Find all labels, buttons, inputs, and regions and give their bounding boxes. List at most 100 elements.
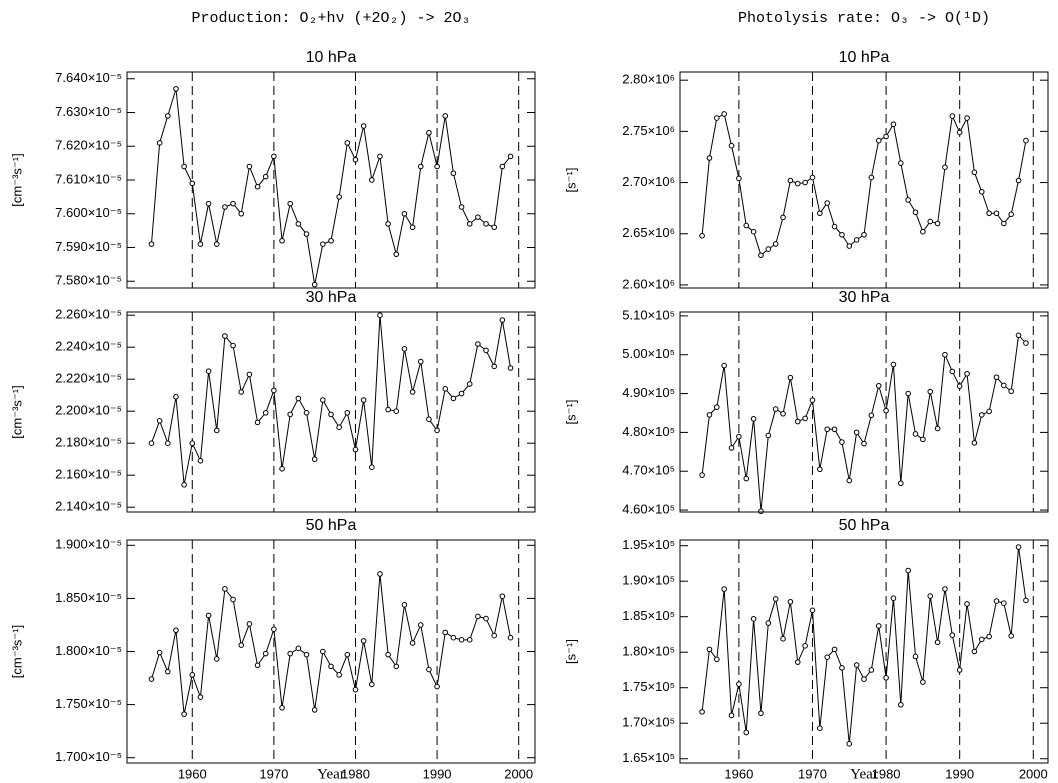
data-point: [311, 281, 318, 288]
x-tick-label: 2000: [1019, 766, 1048, 781]
panel-title: 50 hPa: [306, 517, 357, 534]
data-point: [352, 156, 359, 163]
data-point: [758, 252, 764, 259]
data-point: [743, 729, 750, 736]
data-point: [772, 241, 779, 247]
y-tick-label: 2.220×10⁻⁵: [55, 371, 122, 386]
data-point: [993, 374, 1000, 381]
data-point: [905, 390, 911, 397]
data-point: [868, 667, 875, 673]
data-point: [706, 412, 713, 418]
data-point: [846, 243, 853, 249]
data-point: [927, 593, 934, 599]
data-point: [736, 433, 742, 440]
data-point: [912, 431, 919, 437]
data-point: [222, 586, 228, 592]
data-point: [499, 163, 506, 170]
data-point: [809, 397, 816, 403]
data-point: [736, 681, 742, 687]
data-point: [328, 411, 334, 418]
data-point: [393, 251, 400, 258]
data-point: [385, 651, 391, 658]
data-point: [824, 200, 831, 206]
data-point: [964, 115, 970, 121]
data-point: [205, 200, 212, 207]
data-point: [401, 601, 408, 608]
column-title: Production: O₂+hν (+2O₂) -> 2O₃: [191, 10, 470, 27]
data-point: [875, 137, 882, 144]
x-tick-label: 1970: [259, 766, 288, 781]
data-point: [780, 410, 786, 417]
y-tick-label: 1.900×10⁻⁵: [55, 537, 122, 552]
column-title: Photolysis rate: O₃ -> O(¹D): [738, 10, 990, 27]
y-tick-label: 2.70×10⁶: [622, 174, 675, 189]
data-point: [1008, 388, 1015, 395]
data-point: [426, 416, 432, 423]
data-point: [507, 634, 514, 641]
data-point: [743, 475, 750, 482]
data-point: [262, 173, 269, 180]
data-point: [385, 221, 391, 227]
data-point: [853, 237, 860, 243]
data-point: [197, 241, 204, 247]
data-point: [868, 174, 875, 181]
data-point: [450, 170, 457, 177]
data-point: [360, 123, 367, 129]
data-point: [883, 133, 889, 140]
data-point: [295, 645, 302, 652]
data-point: [344, 140, 351, 146]
data-point: [377, 571, 383, 577]
data-point: [927, 388, 934, 395]
data-point: [699, 472, 705, 478]
data-point: [344, 410, 351, 416]
data-point: [295, 395, 302, 402]
y-tick-label: 1.80×10⁵: [622, 644, 675, 659]
data-point: [721, 111, 727, 117]
panel-title: 30 hPa: [839, 289, 890, 306]
data-point: [956, 129, 963, 136]
data-point: [262, 410, 269, 416]
data-point: [993, 598, 1000, 604]
data-point: [1001, 220, 1007, 227]
data-point: [507, 365, 514, 371]
y-tick-label: 7.630×10⁻⁵: [55, 104, 122, 119]
data-point: [794, 659, 801, 665]
data-point: [336, 672, 342, 678]
data-point: [831, 223, 838, 230]
y-axis-label: [s⁻¹]: [563, 400, 578, 425]
y-tick-label: 1.850×10⁻⁵: [55, 590, 122, 605]
data-point: [1015, 177, 1022, 184]
y-tick-label: 2.75×10⁶: [622, 123, 675, 138]
y-tick-label: 2.60×10⁶: [622, 276, 675, 291]
data-point: [156, 649, 163, 656]
data-point: [853, 662, 860, 668]
data-point: [964, 370, 970, 377]
data-point: [721, 586, 727, 592]
data-point: [426, 666, 432, 673]
data-point: [181, 482, 187, 488]
data-point: [434, 163, 440, 170]
data-point: [352, 686, 359, 693]
data-point: [721, 362, 727, 369]
data-point: [765, 246, 772, 252]
data-point: [491, 363, 498, 370]
data-point: [458, 637, 465, 643]
data-point: [213, 656, 220, 662]
data-point: [942, 351, 948, 358]
x-axis-label: Year: [850, 766, 878, 782]
data-point: [964, 601, 970, 607]
data-point: [409, 640, 416, 646]
data-point: [491, 632, 498, 639]
data-point: [442, 386, 449, 392]
data-point: [978, 636, 985, 643]
data-point: [409, 389, 416, 395]
data-point: [1023, 137, 1029, 144]
data-point: [344, 651, 351, 658]
data-point: [222, 333, 228, 339]
data-point: [271, 626, 277, 633]
data-point: [189, 440, 196, 447]
y-tick-label: 7.590×10⁻⁵: [55, 239, 122, 254]
data-line: [151, 315, 512, 485]
data-point: [458, 204, 465, 210]
data-point: [978, 188, 985, 195]
